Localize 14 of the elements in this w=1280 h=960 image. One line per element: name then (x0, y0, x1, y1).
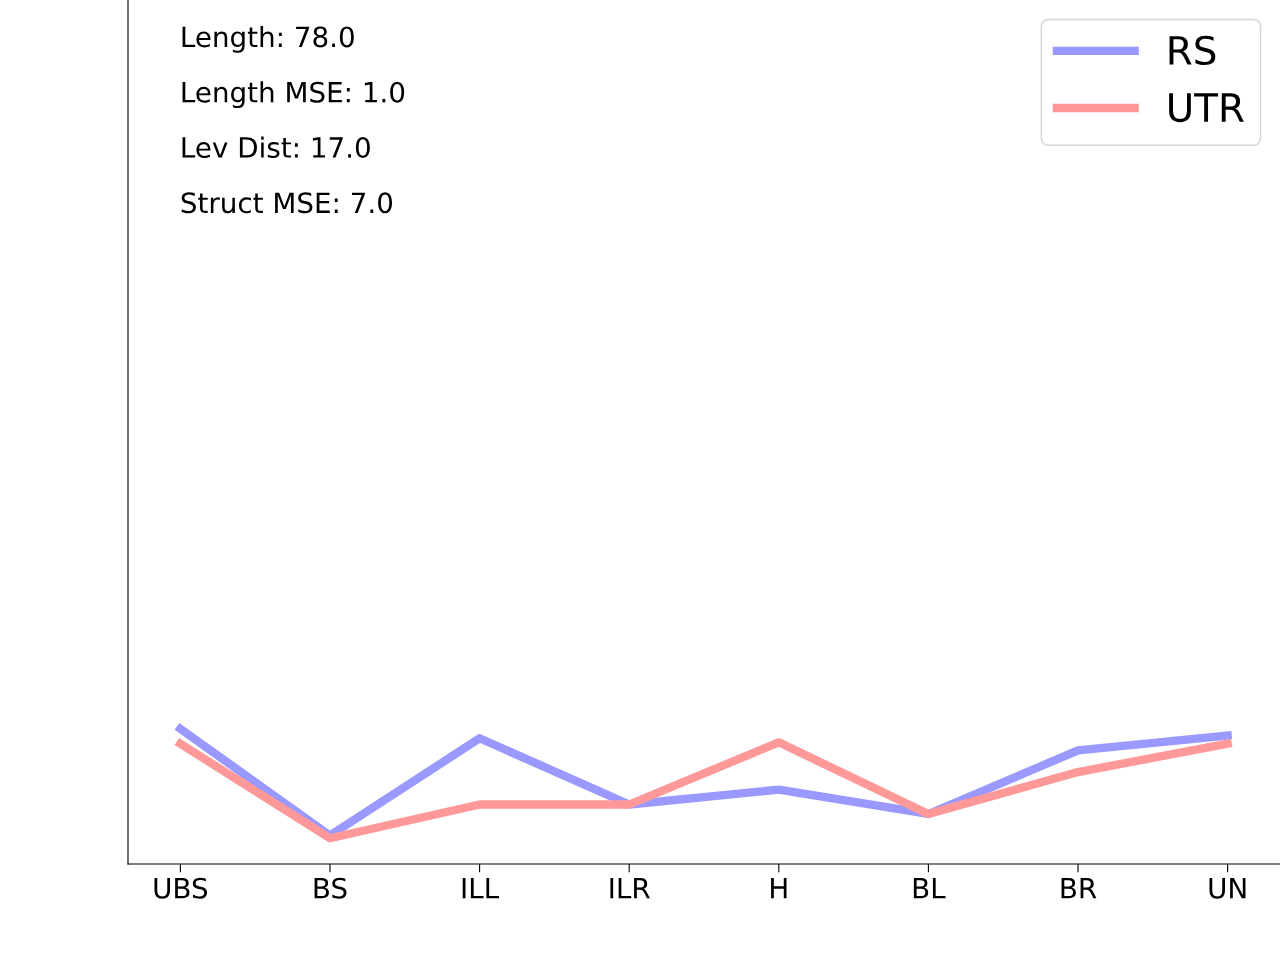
text: Length: 78.0 (182, 25, 354, 53)
text: Lev Dist: 17.0 (182, 136, 370, 159)
x-tick-label: BS (314, 877, 347, 899)
x-tick-label: BL (913, 878, 946, 899)
legend-label: RS (1169, 35, 1216, 66)
x-tick-label: UBS (154, 877, 208, 899)
x-tick-label: ILL (462, 878, 499, 899)
text: Length MSE: 1.0 (182, 81, 405, 109)
x-tick-label: UN (1209, 878, 1246, 899)
x-tick-label: H (771, 878, 787, 899)
x-tick-label: BR (1061, 878, 1097, 899)
legend-label: UTR (1169, 93, 1244, 123)
x-tick-label: ILR (610, 878, 650, 899)
text: Struct MSE: 7.0 (181, 192, 393, 214)
